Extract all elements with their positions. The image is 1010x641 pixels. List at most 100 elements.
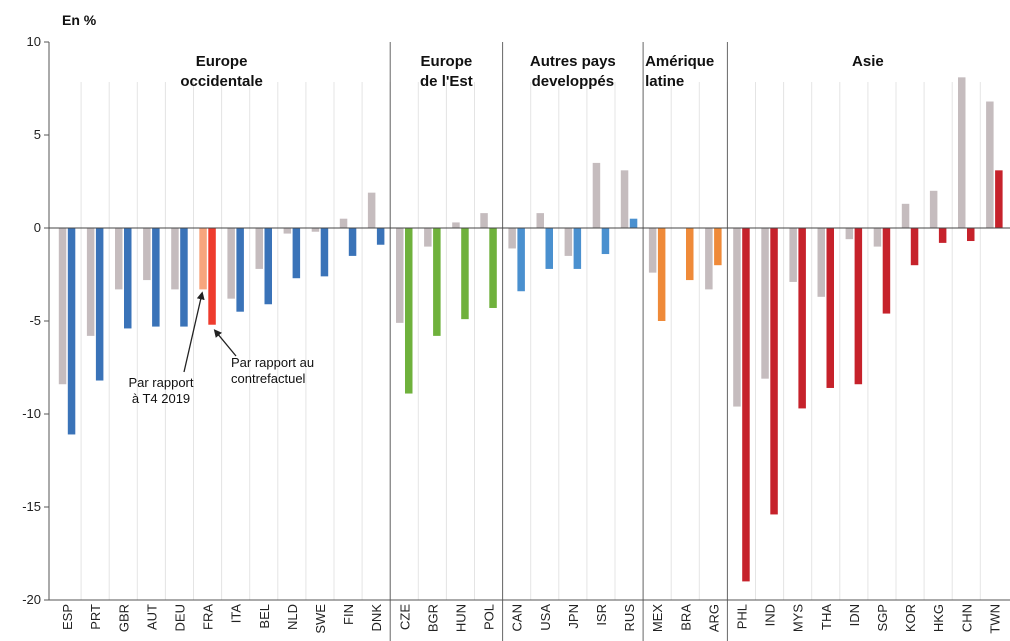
bar-contrefactuel-arg <box>714 228 722 266</box>
x-tick-label: KOR <box>903 604 918 632</box>
x-tick-label: THA <box>819 604 834 630</box>
bar-contrefactuel-chn <box>967 228 975 242</box>
bar-contrefactuel-mex <box>657 228 666 321</box>
bar-t4-can <box>508 228 516 249</box>
bar-t4-ita <box>227 228 235 299</box>
x-tick-label: FRA <box>201 604 216 630</box>
annotation-arrow-contrefactuel <box>213 329 237 357</box>
x-tick-label: FIN <box>341 604 356 625</box>
y-tick-label: -20 <box>22 592 41 607</box>
x-tick-label: BEL <box>257 604 272 629</box>
bar-contrefactuel-bra <box>686 228 694 281</box>
bar-t4-dnk <box>367 192 376 228</box>
annotation-t4: à T4 2019 <box>132 391 190 406</box>
x-tick-label: GBR <box>116 604 131 632</box>
bars-layer <box>58 77 1003 582</box>
bar-contrefactuel-ind <box>770 228 778 515</box>
bar-t4-fra <box>199 228 207 290</box>
bar-contrefactuel-twn <box>995 170 1003 228</box>
bar-t4-isr <box>592 162 601 228</box>
y-tick-label: 10 <box>27 34 41 49</box>
grid-layer <box>80 82 981 600</box>
bar-t4-bel <box>255 228 263 269</box>
bar-t4-aut <box>143 228 151 281</box>
bar-t4-kor <box>901 203 910 228</box>
bar-contrefactuel-bgr <box>433 228 441 336</box>
group-label: latine <box>645 73 684 90</box>
group-label: developpés <box>532 73 615 90</box>
x-tick-label: ITA <box>229 604 244 624</box>
bar-t4-sgp <box>873 228 882 247</box>
bar-t4-mys <box>789 228 797 282</box>
group-label: de l'Est <box>420 73 473 90</box>
bar-t4-esp <box>58 228 67 385</box>
bar-t4-prt <box>86 228 95 336</box>
x-tick-label: CZE <box>397 604 412 630</box>
bar-t4-bgr <box>424 228 432 247</box>
bar-t4-usa <box>536 213 544 228</box>
group-label: Asie <box>852 53 884 70</box>
bar-contrefactuel-fin <box>348 228 357 256</box>
group-label: Europe <box>421 53 473 70</box>
bar-contrefactuel-dnk <box>376 228 385 245</box>
bar-t4-jpn <box>564 228 573 256</box>
x-tick-label: NLD <box>285 604 300 630</box>
axis-layer: 10 5 0 -5 -10 -15 -20 ESP PRT GBR AUT DEU FRA ITA BEL N… <box>22 34 1010 634</box>
bar-contrefactuel-hkg <box>938 228 947 243</box>
group-label: Europe <box>196 53 248 70</box>
annotation-arrow-t4 <box>183 291 205 373</box>
bar-t4-chn <box>958 77 966 228</box>
bar-t4-mex <box>648 228 657 273</box>
group-label: Autres pays <box>530 53 616 70</box>
bar-contrefactuel-prt <box>95 228 104 381</box>
bar-t4-hkg <box>929 190 938 228</box>
bar-contrefactuel-sgp <box>882 228 891 314</box>
bar-contrefactuel-fra <box>208 228 216 325</box>
bar-contrefactuel-deu <box>180 228 188 327</box>
bar-contrefactuel-phl <box>742 228 750 582</box>
bar-t4-fin <box>339 218 348 228</box>
x-tick-label: CHN <box>959 604 974 632</box>
bar-t4-pol <box>480 213 488 228</box>
bar-t4-tha <box>817 228 825 297</box>
bar-t4-twn <box>986 101 994 228</box>
x-tick-label: SGP <box>875 604 890 631</box>
x-tick-label: USA <box>538 604 553 631</box>
bar-contrefactuel-ita <box>236 228 244 312</box>
x-tick-label: MEX <box>650 604 665 633</box>
x-tick-label: RUS <box>622 604 637 632</box>
x-tick-label: HKG <box>931 604 946 632</box>
x-tick-label: AUT <box>144 604 159 630</box>
bar-contrefactuel-gbr <box>124 228 132 329</box>
bar-contrefactuel-pol <box>489 228 497 308</box>
x-tick-label: DNK <box>369 604 384 632</box>
y-tick-label: -10 <box>22 406 41 421</box>
groups-layer: Europe occidentale Europe de l'Est Autres pa… <box>180 53 883 90</box>
bar-contrefactuel-rus <box>629 218 638 228</box>
separators-layer <box>389 42 728 641</box>
bar-t4-hun <box>452 222 460 228</box>
bar-contrefactuel-cze <box>405 228 413 394</box>
x-tick-label: IND <box>763 604 778 626</box>
bar-contrefactuel-can <box>517 228 525 292</box>
bar-contrefactuel-bel <box>264 228 272 305</box>
y-tick-label: -5 <box>29 313 41 328</box>
x-tick-label: POL <box>482 604 497 630</box>
bar-contrefactuel-kor <box>910 228 919 266</box>
y-tick-label: 0 <box>34 220 41 235</box>
x-tick-label: DEU <box>172 604 187 631</box>
bar-t4-phl <box>733 228 741 407</box>
x-tick-label: ESP <box>60 604 75 630</box>
annotation-contrefactuel: contrefactuel <box>231 371 306 386</box>
group-label: occidentale <box>180 73 263 90</box>
bar-contrefactuel-esp <box>67 228 76 435</box>
x-tick-label: IDN <box>847 604 862 626</box>
x-tick-label: JPN <box>566 604 581 629</box>
y-unit-label: En % <box>62 12 97 28</box>
bar-t4-rus <box>620 170 629 228</box>
x-tick-label: BGR <box>425 604 440 632</box>
x-tick-label: ISR <box>594 604 609 626</box>
bar-t4-arg <box>705 228 713 290</box>
